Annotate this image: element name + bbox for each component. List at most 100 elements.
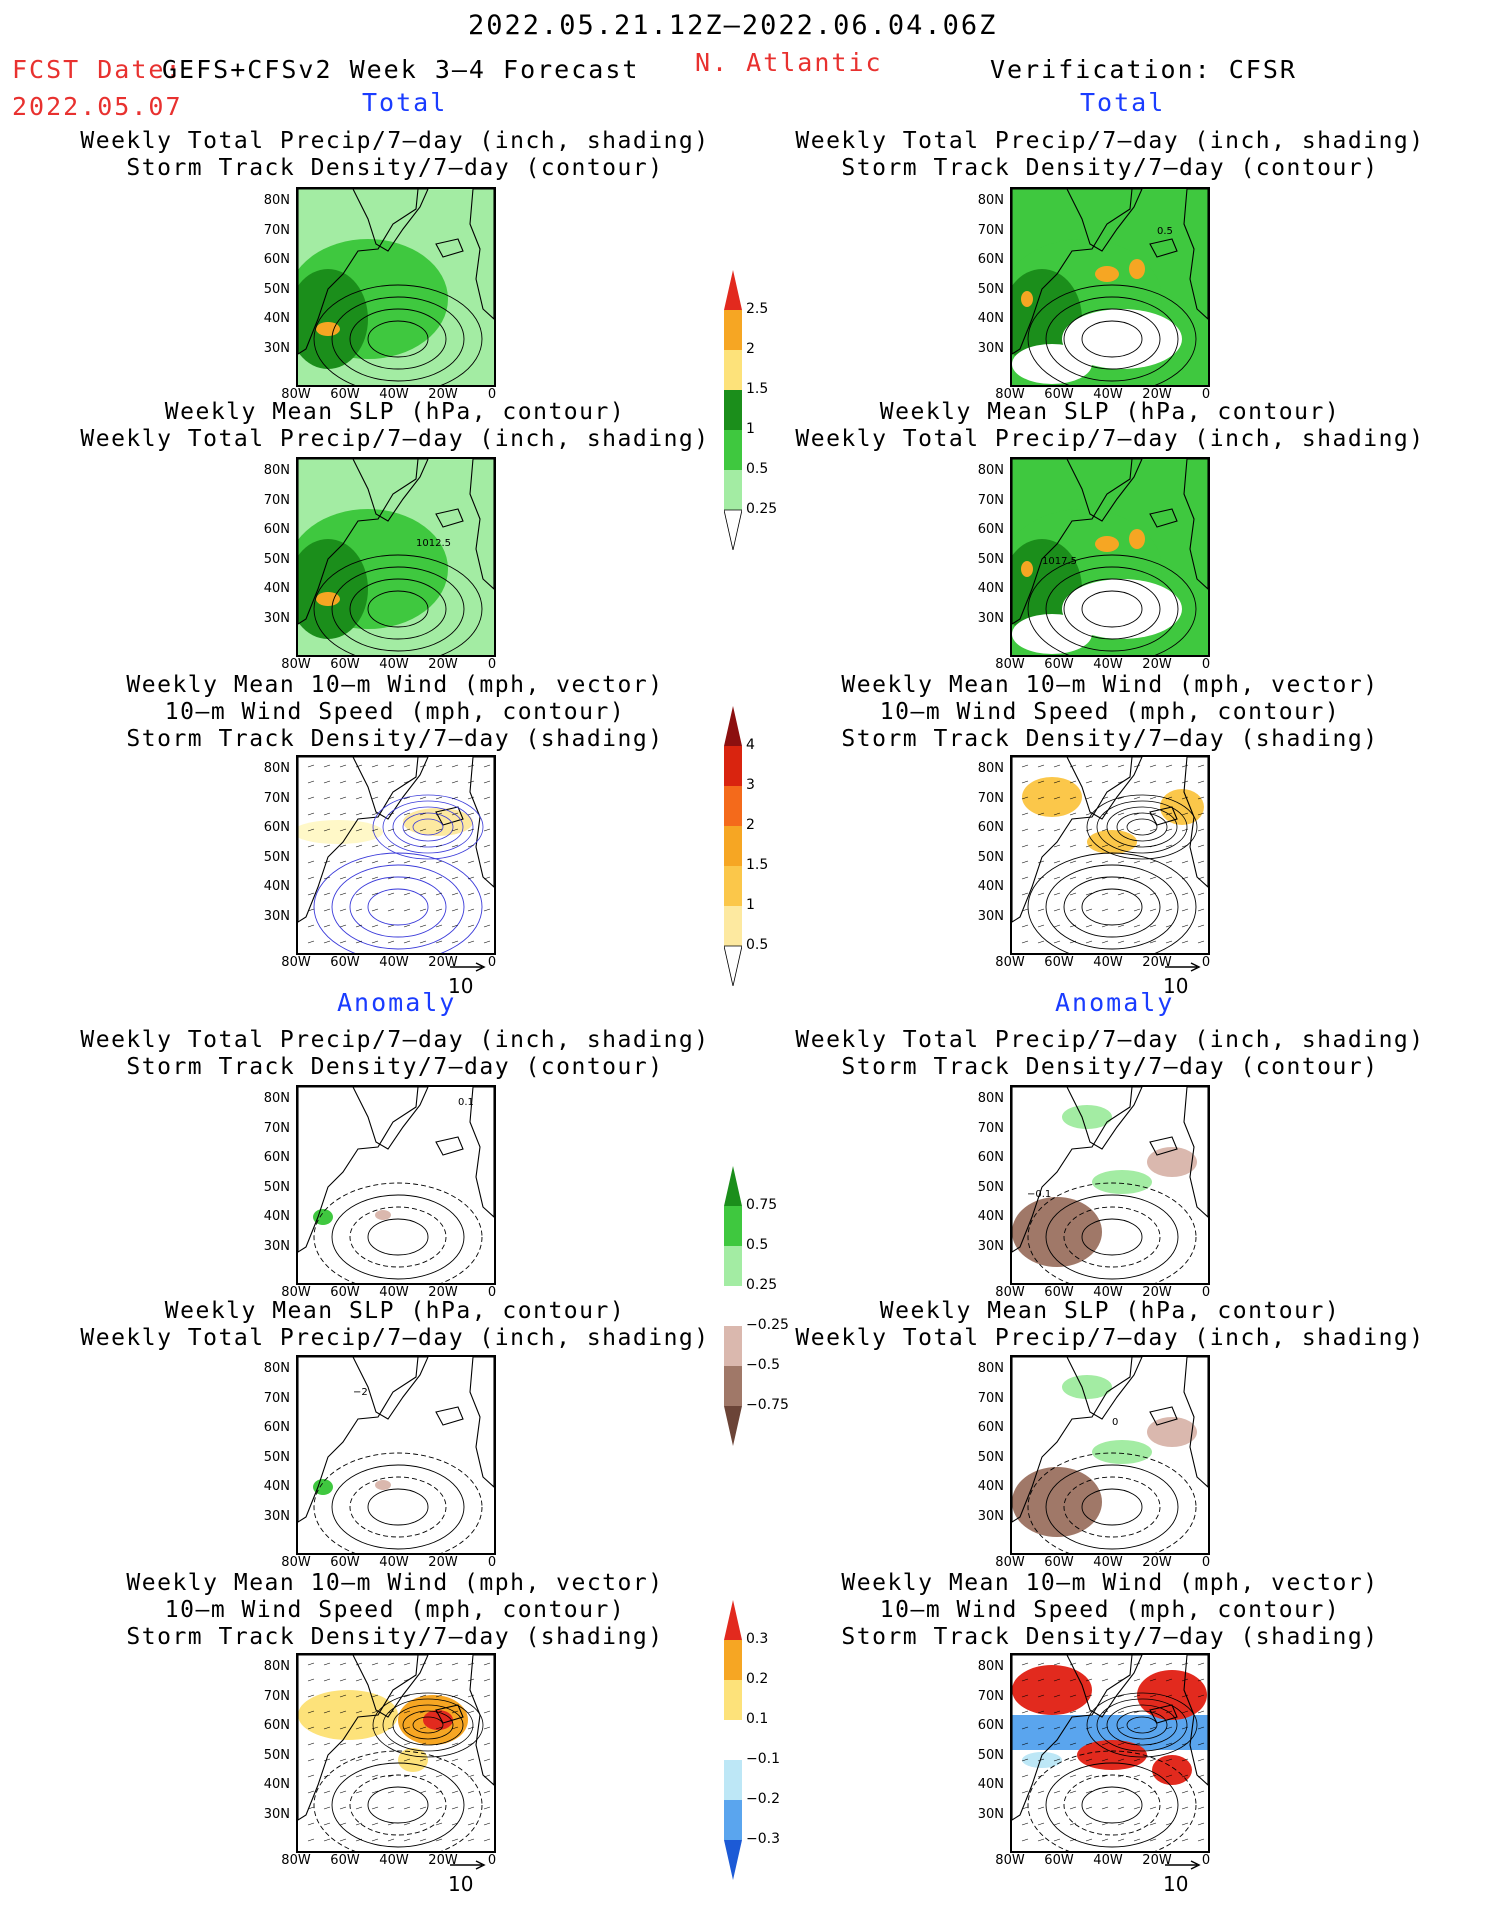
vector-reference: 10: [448, 1858, 488, 1896]
lon-label: 40W: [1093, 657, 1123, 672]
lat-label: 70N: [977, 492, 1004, 508]
lat-label: 30N: [263, 1806, 290, 1822]
lat-label: 40N: [263, 581, 290, 596]
lat-label: 70N: [263, 790, 290, 806]
lat-label: 80N: [263, 1361, 290, 1376]
contour-label: 1012.5: [416, 538, 451, 549]
map-panel: [296, 187, 496, 387]
colorbar-label: −0.3: [746, 1831, 780, 1847]
colorbar-label: −0.2: [746, 1791, 780, 1807]
lat-label: 70N: [977, 1120, 1004, 1136]
lon-label: 60W: [1044, 1555, 1074, 1570]
lat-label: 50N: [977, 1747, 1004, 1763]
lon-label: 0: [487, 1285, 497, 1300]
lat-label: 50N: [977, 551, 1004, 567]
contour-label: 1017.5: [1042, 556, 1077, 567]
lat-label: 60N: [263, 1150, 290, 1165]
colorbar-label: 2: [746, 341, 755, 357]
lat-label: 50N: [977, 281, 1004, 297]
vector-reference: 10: [448, 960, 488, 998]
colorbar-label: −0.25: [746, 1317, 789, 1333]
fcst-prefix: FCST Date:: [12, 55, 183, 84]
lat-label: 60N: [263, 1420, 290, 1435]
lat-label: 80N: [977, 761, 1004, 776]
colorbar-swatch: [724, 706, 742, 746]
lat-label: 30N: [263, 1508, 290, 1524]
lon-label: 80W: [281, 657, 311, 672]
lat-label: 30N: [977, 340, 1004, 356]
lat-label: 30N: [977, 1508, 1004, 1524]
colorbar-label: 0.5: [746, 461, 769, 477]
panel-title: Weekly Total Precip/7–day (inch, shading…: [795, 1027, 1425, 1080]
contour-label: 0.1: [458, 1097, 474, 1108]
map-panel: 0.1: [296, 1085, 496, 1285]
lat-label: 80N: [263, 761, 290, 776]
lat-label: 50N: [263, 551, 290, 567]
map-panel: 1017.5: [1010, 457, 1210, 657]
section-anomaly-left: Anomaly: [337, 988, 457, 1017]
lon-label: 20W: [1142, 1853, 1172, 1868]
lat-label: 30N: [977, 1238, 1004, 1254]
colorbar-label: −0.75: [746, 1397, 789, 1413]
colorbar-label: 1.5: [746, 857, 769, 873]
colorbar-label: 1.5: [746, 381, 769, 397]
map-panel: −2: [296, 1355, 496, 1555]
lon-label: 40W: [379, 1555, 409, 1570]
lon-label: 60W: [1044, 1285, 1074, 1300]
colorbar-swatch: [723, 945, 743, 987]
map-panel: [296, 755, 496, 955]
contour-label: 0: [1112, 1417, 1118, 1428]
panel-title: Weekly Mean SLP (hPa, contour) Weekly Tot…: [80, 1298, 710, 1351]
lon-label: 40W: [1093, 1555, 1123, 1570]
lat-label: 60N: [977, 1420, 1004, 1435]
lat-label: 40N: [263, 311, 290, 326]
lat-label: 70N: [263, 1390, 290, 1406]
panel-title: Weekly Mean 10–m Wind (mph, vector) 10–m …: [841, 672, 1379, 752]
lon-label: 80W: [995, 1285, 1025, 1300]
contour-label: 0.5: [1157, 226, 1173, 237]
lon-label: 60W: [330, 955, 360, 970]
lat-label: 60N: [977, 522, 1004, 537]
lon-label: 40W: [379, 657, 409, 672]
lat-label: 40N: [977, 581, 1004, 596]
lon-label: 40W: [1093, 387, 1123, 402]
map-panel: 1012.5: [296, 457, 496, 657]
colorbar-swatch: [724, 430, 742, 470]
colorbar-label: 0.5: [746, 1237, 769, 1253]
lon-label: 80W: [281, 387, 311, 402]
lon-label: 60W: [330, 1853, 360, 1868]
colorbar-swatch: [724, 786, 742, 826]
lat-label: 30N: [977, 908, 1004, 924]
lat-label: 50N: [263, 1449, 290, 1465]
section-total-left: Total: [362, 88, 448, 117]
lon-label: 40W: [379, 1285, 409, 1300]
colorbar: [724, 1600, 742, 1884]
colorbar-label: −0.5: [746, 1357, 780, 1373]
lat-label: 80N: [263, 1091, 290, 1106]
lat-label: 30N: [263, 908, 290, 924]
lon-label: 40W: [1093, 1285, 1123, 1300]
lon-label: 80W: [995, 387, 1025, 402]
lon-label: 0: [487, 387, 497, 402]
lat-label: 50N: [263, 1179, 290, 1195]
lat-label: 40N: [263, 1479, 290, 1494]
colorbar-label: 0.5: [746, 937, 769, 953]
lat-label: 70N: [977, 222, 1004, 238]
colorbar-swatch: [724, 1840, 742, 1880]
lat-label: 50N: [977, 849, 1004, 865]
lat-label: 30N: [977, 610, 1004, 626]
colorbar-swatch: [724, 1166, 742, 1206]
lon-label: 20W: [1142, 1285, 1172, 1300]
lon-label: 80W: [995, 955, 1025, 970]
lon-label: 0: [1201, 955, 1211, 970]
colorbar-swatch: [724, 1246, 742, 1286]
lat-label: 60N: [977, 252, 1004, 267]
lon-label: 60W: [330, 1285, 360, 1300]
colorbar: [723, 270, 743, 554]
colorbar-label: 0.1: [746, 1711, 769, 1727]
lat-label: 50N: [263, 281, 290, 297]
lat-label: 30N: [263, 1238, 290, 1254]
lat-label: 60N: [977, 820, 1004, 835]
colorbar-swatch: [724, 1326, 742, 1366]
lon-label: 20W: [1142, 387, 1172, 402]
